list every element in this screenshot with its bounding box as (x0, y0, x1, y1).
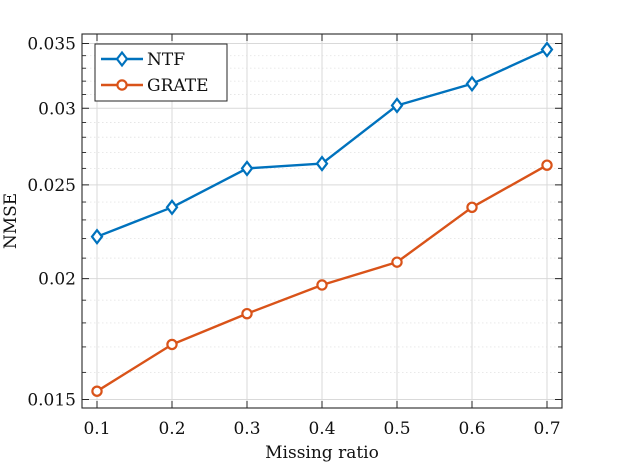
legend: NTF GRATE (94, 43, 228, 102)
y-tick-label: 0.03 (38, 99, 76, 119)
y-tick-label: 0.035 (27, 34, 76, 54)
tick-marks (82, 34, 562, 408)
legend-box (94, 43, 228, 102)
x-tick-label: 0.3 (233, 419, 260, 439)
y-tick-labels: 0.015 0.02 0.025 0.03 0.035 (27, 34, 76, 410)
data-point-ntf (540, 41, 554, 58)
legend-marker-grate (116, 79, 128, 91)
data-point-grate (166, 338, 178, 351)
data-point-ntf (165, 199, 179, 216)
x-tick-label: 0.2 (158, 419, 185, 439)
x-tick-label: 0.5 (383, 419, 410, 439)
y-tick-label: 0.025 (27, 176, 76, 196)
data-point-grate (316, 279, 328, 291)
y-tick-label: 0.02 (38, 270, 76, 290)
data-point-grate (541, 159, 553, 171)
data-point-ntf (240, 160, 254, 177)
legend-items: NTF GRATE (101, 50, 208, 96)
x-tick-label: 0.7 (533, 419, 560, 439)
legend-label-ntf: NTF (147, 50, 185, 70)
data-point-ntf (315, 155, 329, 172)
legend-marker-ntf (115, 50, 129, 68)
series-layer (90, 41, 554, 397)
series-grate (91, 159, 553, 397)
y-tick-label: 0.015 (27, 391, 76, 411)
data-point-grate (466, 201, 478, 214)
data-point-grate (91, 385, 103, 397)
legend-label-grate: GRATE (147, 76, 208, 96)
legend-item-grate: GRATE (101, 76, 208, 96)
series-ntf (90, 41, 554, 245)
x-tick-label: 0.1 (83, 419, 110, 439)
legend-item-ntf: NTF (101, 50, 185, 70)
x-tick-label: 0.4 (308, 419, 335, 439)
data-point-ntf (390, 97, 404, 114)
data-point-grate (391, 256, 403, 268)
data-point-ntf (90, 228, 104, 245)
data-point-ntf (465, 75, 479, 93)
x-axis-label: Missing ratio (265, 443, 379, 463)
y-axis-label: NMSE (1, 193, 21, 249)
data-point-grate (241, 307, 253, 320)
x-tick-label: 0.6 (458, 419, 485, 439)
x-tick-labels: 0.1 0.2 0.3 0.4 0.5 0.6 0.7 (83, 419, 560, 439)
